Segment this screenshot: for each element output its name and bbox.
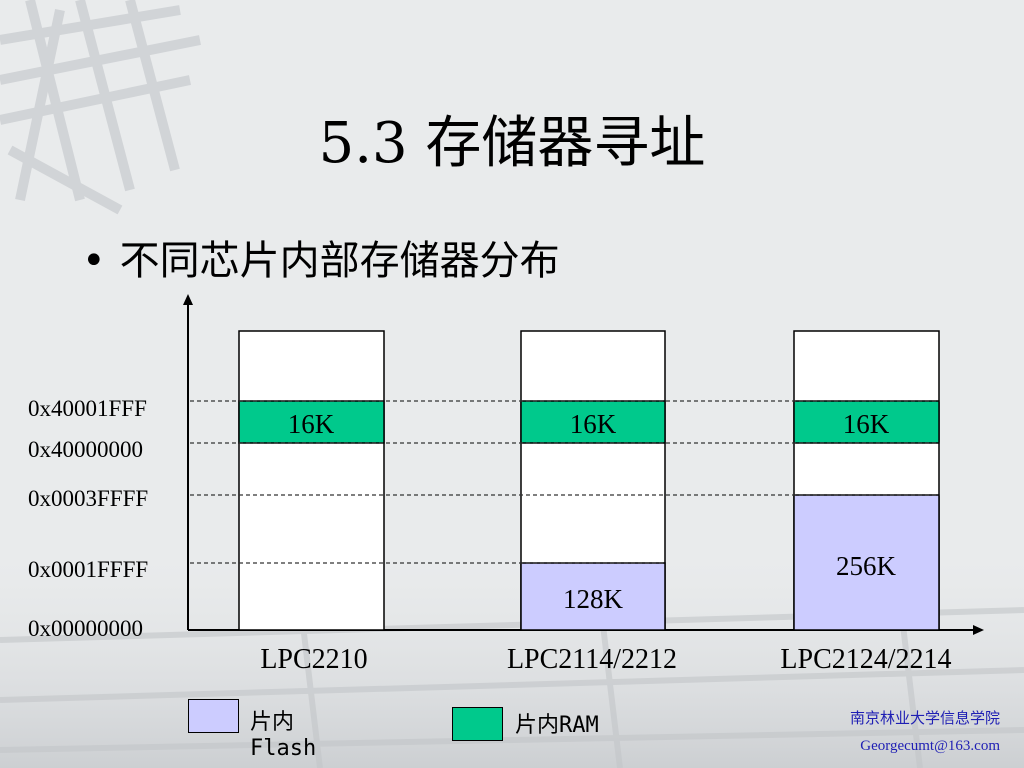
y-axis-arrow-icon xyxy=(183,294,193,305)
bullet-point: • 不同芯片内部存储器分布 xyxy=(82,228,560,286)
x-axis-arrow-icon xyxy=(973,625,984,635)
ram-region xyxy=(520,400,666,444)
ram-region xyxy=(238,400,385,444)
flash-size-label: 256K xyxy=(836,551,897,581)
ram-size-label: 16K xyxy=(570,409,617,439)
address-label: 0x40001FFF xyxy=(28,396,147,421)
corner-pattern-decoration xyxy=(0,0,201,215)
chip-name-label: LPC2114/2212 xyxy=(507,644,677,675)
chip-name-label: LPC2124/2214 xyxy=(780,644,951,675)
legend-flash-label-line2: Flash xyxy=(250,736,317,761)
ram-size-label: 16K xyxy=(288,409,335,439)
bullet-dot-icon: • xyxy=(82,238,106,284)
footer-email: Georgecumt@163.com xyxy=(860,738,1000,754)
ram-size-label: 16K xyxy=(843,409,890,439)
flash-size-label: 128K xyxy=(563,584,624,614)
chip-column-lpc2124-2214: 16K 256K xyxy=(793,330,940,631)
chip-name-label: LPC2210 xyxy=(260,644,367,675)
chip-column-lpc2114-2212: 16K 128K xyxy=(520,330,666,631)
chip-column-lpc2210: 16K xyxy=(238,330,385,631)
legend-flash-swatch xyxy=(188,699,239,733)
address-guide-lines xyxy=(190,400,940,564)
empty-region xyxy=(238,330,385,631)
bullet-text: 不同芯片内部存储器分布 xyxy=(119,238,560,284)
legend-flash-label: 片内 Flash xyxy=(250,710,316,762)
footer-school: 南京林业大学信息学院 xyxy=(849,709,1000,727)
address-label: 0x0001FFFF xyxy=(28,557,148,582)
address-label: 0x0003FFFF xyxy=(28,486,148,511)
legend-ram-label: 片内RAM xyxy=(515,713,599,738)
address-label: 0x00000000 xyxy=(28,616,143,641)
ram-region xyxy=(793,400,940,444)
flash-region xyxy=(793,494,940,631)
legend-flash-label-line1: 片内 xyxy=(250,710,295,735)
slide-title: 5.3 存储器寻址 xyxy=(318,111,706,176)
flash-region xyxy=(520,562,666,631)
legend-ram-swatch xyxy=(452,707,503,741)
address-label: 0x40000000 xyxy=(28,437,143,462)
